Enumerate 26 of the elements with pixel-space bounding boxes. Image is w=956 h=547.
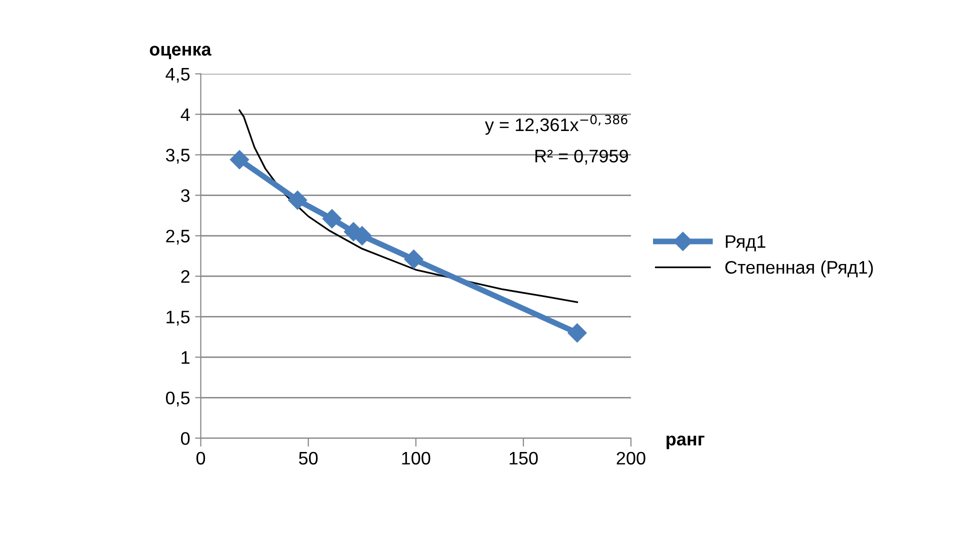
point — [322, 209, 342, 228]
x-tick-label: 0 — [196, 452, 206, 465]
x-tick-label: 100 — [402, 452, 430, 465]
point — [230, 150, 250, 170]
y-tick-label: 4,5 — [166, 68, 190, 83]
y-tick-label: 3,5 — [166, 148, 190, 164]
x-tick-label: 50 — [298, 452, 318, 465]
y-axis-title: оценка — [150, 46, 212, 60]
annotation: y = 12,361x$^{−0,386}$ — [484, 114, 628, 135]
point — [568, 323, 587, 342]
y-tick-label: 2 — [181, 270, 190, 283]
y-tick-label: 4 — [180, 108, 190, 121]
x-tick-label: 150 — [510, 452, 538, 465]
point — [288, 190, 308, 210]
legend-label: Степенная (Ряд1) — [725, 260, 873, 278]
x-tick-label: 200 — [616, 452, 646, 465]
point — [404, 250, 424, 269]
y-tick-label: 3 — [180, 189, 190, 202]
y-tick-label: 1,5 — [166, 310, 190, 326]
annotation: R² = 0,7959 — [535, 150, 628, 165]
y-tick-label: 0 — [181, 432, 190, 445]
y-tick-label: 1 — [182, 351, 190, 364]
y-tick-label: 0,5 — [166, 392, 190, 407]
legend-label: Ряд1 — [726, 235, 766, 252]
y-tick-label: 2,5 — [166, 230, 190, 245]
x-axis-title: ранг — [666, 436, 704, 450]
